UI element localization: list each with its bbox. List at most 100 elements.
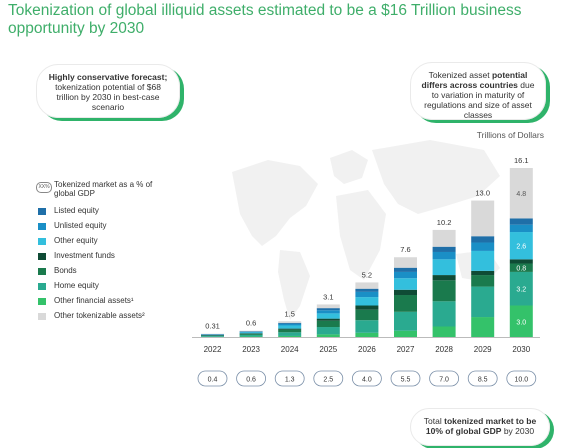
legend-item: Bonds xyxy=(36,266,186,281)
bar-segment xyxy=(394,267,417,272)
x-tick-label: 2029 xyxy=(474,345,492,354)
gdp-percent-label: 10.0 xyxy=(514,377,528,384)
x-tick-label: 2030 xyxy=(512,345,530,354)
bar-segment xyxy=(432,326,456,337)
bar-segment xyxy=(471,236,495,243)
bar-segment xyxy=(239,332,263,334)
legend-swatch xyxy=(38,253,46,260)
legend-item: Other financial assets¹ xyxy=(36,296,186,311)
legend-gdp-label: Tokenized market as a % of global GDP xyxy=(54,180,153,198)
x-tick-label: 2023 xyxy=(242,345,260,354)
total-market-callout: Total tokenized market to be 10% of glob… xyxy=(410,408,550,446)
bar-segment xyxy=(278,323,302,326)
bar-segment xyxy=(239,330,263,332)
bar-segment xyxy=(316,310,340,314)
gdp-percent-pill xyxy=(274,370,305,387)
bar-segment xyxy=(316,304,340,309)
x-tick-label: 2022 xyxy=(204,345,222,354)
segment-value-label: 4.8 xyxy=(516,191,526,198)
gdp-percent-pill xyxy=(467,370,498,387)
segment-value-label: 0.8 xyxy=(516,266,526,273)
total-value-label: 13.0 xyxy=(475,189,490,198)
bar-segment xyxy=(471,317,495,337)
gdp-percent-label: 7.0 xyxy=(439,377,449,384)
bar-segment xyxy=(239,336,263,338)
bar-segment xyxy=(432,246,456,252)
bar-segment xyxy=(471,275,495,287)
conservative-forecast-callout: Highly conservative forecast; tokenizati… xyxy=(36,64,180,118)
bar-segment xyxy=(201,334,224,335)
bar-segment xyxy=(316,313,340,319)
total-value-label: 10.2 xyxy=(437,218,452,227)
legend-label: Home equity xyxy=(54,281,99,290)
bar-segment xyxy=(239,331,263,333)
gdp-percent-pill xyxy=(429,370,460,387)
units-label: Trillions of Dollars xyxy=(476,130,544,140)
chart-title: Tokenization of global illiquid assets e… xyxy=(8,2,522,37)
bar-segment xyxy=(394,295,417,312)
total-value-label: 1.5 xyxy=(284,309,294,318)
bar-segment xyxy=(278,325,302,329)
legend: XX% Tokenized market as a % of global GD… xyxy=(36,180,186,326)
segment-value-label: 3.2 xyxy=(516,287,526,294)
legend-swatch xyxy=(38,268,46,275)
total-value-label: 3.1 xyxy=(323,292,333,301)
bar-segment xyxy=(432,229,456,247)
legend-label: Other financial assets¹ xyxy=(54,296,134,305)
legend-item: Other equity xyxy=(36,236,186,251)
bar-segment xyxy=(239,333,263,335)
bar-segment xyxy=(471,242,495,251)
bar-segment xyxy=(355,305,379,310)
gdp-percent-label: 0.4 xyxy=(208,377,218,384)
legend-swatch xyxy=(38,298,46,305)
bar-segment xyxy=(509,305,533,337)
total-value-label: 7.6 xyxy=(400,245,410,254)
gdp-percent-pill xyxy=(351,370,382,387)
bar-segment xyxy=(201,335,224,337)
bar-segment xyxy=(316,327,340,335)
legend-swatch xyxy=(38,208,46,215)
gdp-percent-pill xyxy=(313,370,344,387)
gdp-badge-icon: XX% xyxy=(36,182,52,193)
legend-item: Other tokenizable assets² xyxy=(36,311,186,326)
gdp-percent-label: 5.5 xyxy=(401,377,411,384)
bar-segment xyxy=(509,224,533,233)
bar-segment xyxy=(355,309,379,321)
bar-segment xyxy=(471,286,495,318)
legend-label: Listed equity xyxy=(54,206,99,215)
bar-segment xyxy=(355,297,379,306)
legend-item: Unlisted equity xyxy=(36,221,186,236)
bar-segment xyxy=(201,335,224,336)
gdp-percent-pill xyxy=(390,370,421,387)
bar-segment xyxy=(278,322,302,324)
legend-item: Listed equity xyxy=(36,206,186,221)
legend-label: Bonds xyxy=(54,266,77,275)
legend-item: Home equity xyxy=(36,281,186,296)
segment-value-label: 3.0 xyxy=(516,319,526,326)
bar-segment xyxy=(471,250,495,271)
gdp-percent-pill xyxy=(506,370,537,387)
bar-segment xyxy=(239,333,263,334)
x-tick-label: 2025 xyxy=(319,345,337,354)
bar-segment xyxy=(432,280,456,302)
bar-segment xyxy=(201,334,224,336)
x-tick-label: 2026 xyxy=(358,345,376,354)
bar-segment xyxy=(316,318,340,321)
bar-segment xyxy=(432,275,456,281)
bar-segment xyxy=(471,270,495,276)
bar-segment xyxy=(355,320,379,333)
bar-segment xyxy=(316,308,340,311)
legend-gdp-entry: XX% Tokenized market as a % of global GD… xyxy=(36,180,186,206)
bar-segment xyxy=(509,232,533,260)
bar-segment xyxy=(239,331,263,332)
legend-label: Unlisted equity xyxy=(54,221,107,230)
bar-segment xyxy=(355,291,379,298)
legend-label: Investment funds xyxy=(54,251,115,260)
bar-segment xyxy=(355,332,379,337)
bar-segment xyxy=(355,282,379,289)
total-value-label: 16.1 xyxy=(514,156,529,165)
total-value-label: 0.6 xyxy=(246,319,256,328)
total-value-label: 5.2 xyxy=(362,270,372,279)
legend-swatch xyxy=(38,313,46,320)
